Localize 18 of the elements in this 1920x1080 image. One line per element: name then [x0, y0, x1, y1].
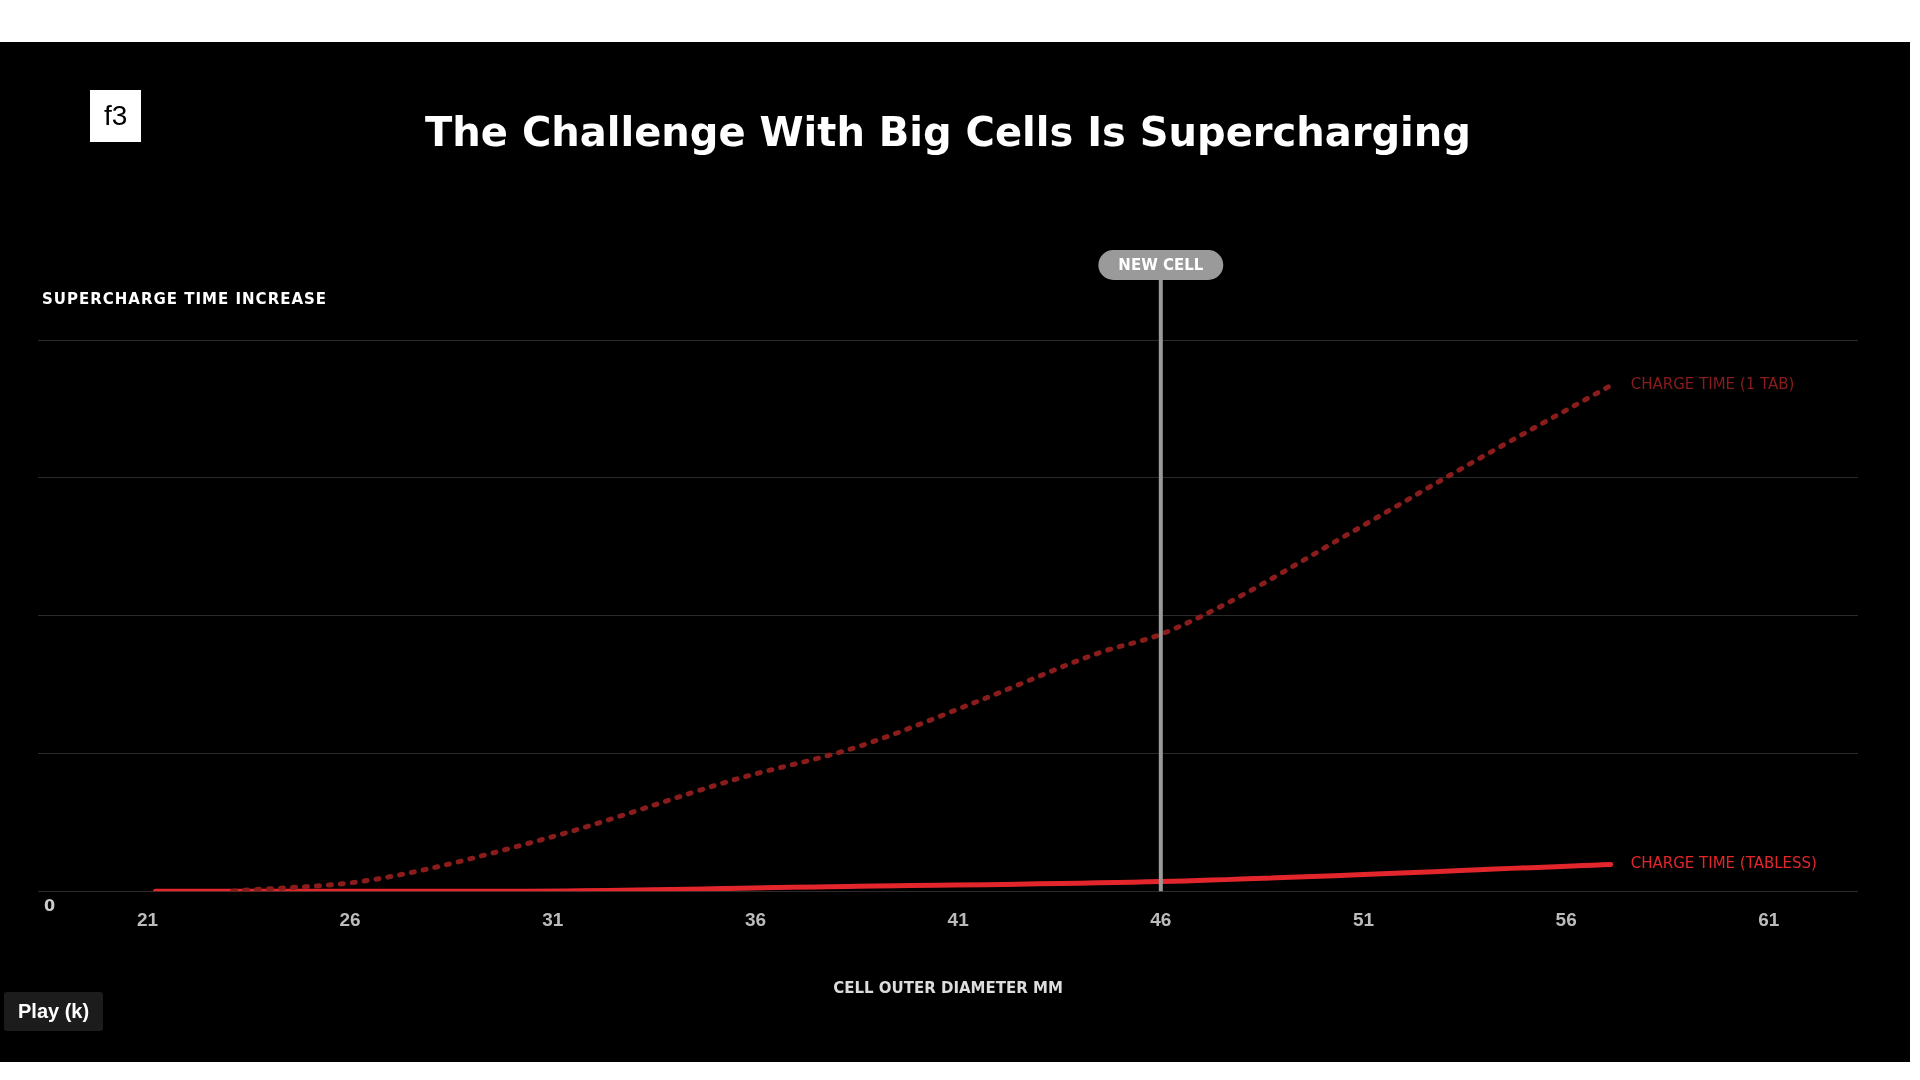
series-label: CHARGE TIME (TABLESS)	[1630, 854, 1817, 873]
series-label: CHARGE TIME (1 TAB)	[1630, 375, 1795, 394]
text: SUPERCHARGE TIME INCREASE	[42, 290, 328, 308]
text: f3	[90, 90, 142, 142]
x-tick-label: 61	[1758, 908, 1780, 930]
x-tick-label: 36	[744, 908, 767, 930]
x-tick-label: 41	[947, 908, 970, 930]
chart-title: The Challenge With Big Cells Is Supercharging	[425, 109, 1471, 156]
x-tick-label: 46	[1150, 908, 1172, 930]
ref-line-label: NEW CELL	[1118, 255, 1204, 274]
x-tick-label: 31	[542, 908, 564, 930]
text: Play (k)	[4, 992, 104, 1031]
x-axis-title: CELL OUTER DIAMETER MM	[833, 978, 1063, 997]
x-tick-label: 26	[339, 908, 361, 930]
text: 0	[44, 896, 56, 915]
x-tick-label: 21	[136, 908, 159, 930]
x-tick-label: 51	[1352, 908, 1375, 930]
x-tick-label: 56	[1555, 908, 1577, 930]
